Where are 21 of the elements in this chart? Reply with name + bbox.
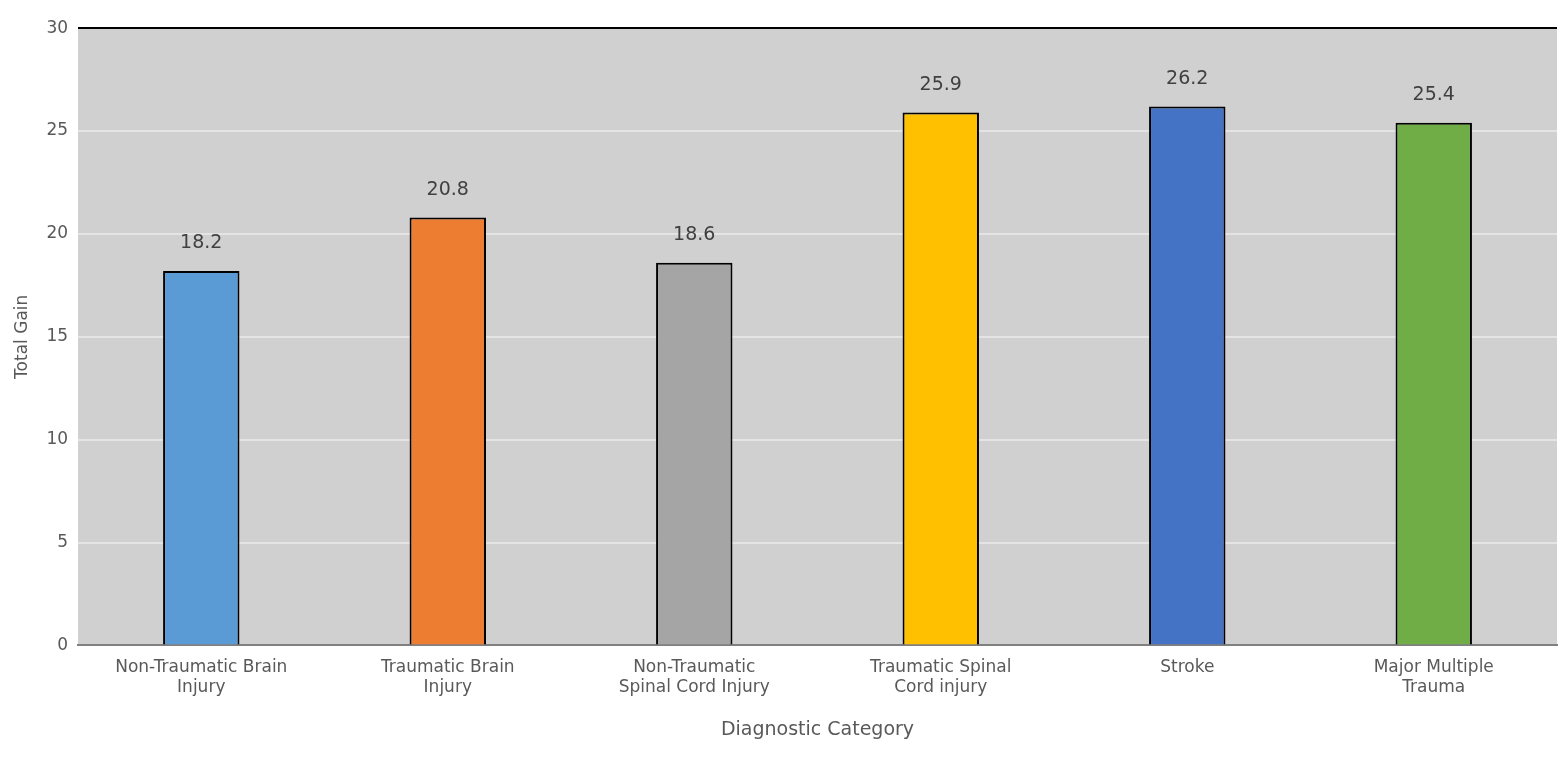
data-label: 18.2 bbox=[180, 230, 223, 253]
x-tick-label: Non-Traumatic Spinal Cord Injury bbox=[618, 656, 770, 697]
data-label: 26.2 bbox=[1166, 65, 1209, 88]
data-label: 25.4 bbox=[1412, 82, 1455, 105]
y-tick-label: 10 bbox=[46, 428, 69, 449]
y-tick-label: 20 bbox=[46, 222, 69, 243]
data-label: 25.9 bbox=[919, 71, 962, 94]
x-axis-title: Diagnostic Category bbox=[720, 716, 915, 739]
x-tick-label: Stroke bbox=[1160, 656, 1215, 677]
x-tick-label: Traumatic Spinal Cord injury bbox=[869, 656, 1012, 697]
data-label: 20.8 bbox=[426, 176, 469, 199]
y-tick-label: 5 bbox=[57, 530, 69, 551]
y-tick-label: 30 bbox=[46, 16, 69, 37]
x-tick-label: Major Multiple Trauma bbox=[1373, 656, 1494, 697]
y-tick-label: 0 bbox=[57, 633, 69, 654]
x-tick-label: Non-Traumatic Brain Injury bbox=[115, 656, 288, 697]
y-tick-label: 25 bbox=[46, 119, 69, 140]
y-tick-label: 15 bbox=[46, 325, 69, 346]
y-axis-title: Total Gain bbox=[10, 294, 31, 380]
x-tick-label: Traumatic Brain Injury bbox=[379, 656, 515, 697]
data-label: 18.6 bbox=[673, 222, 716, 245]
